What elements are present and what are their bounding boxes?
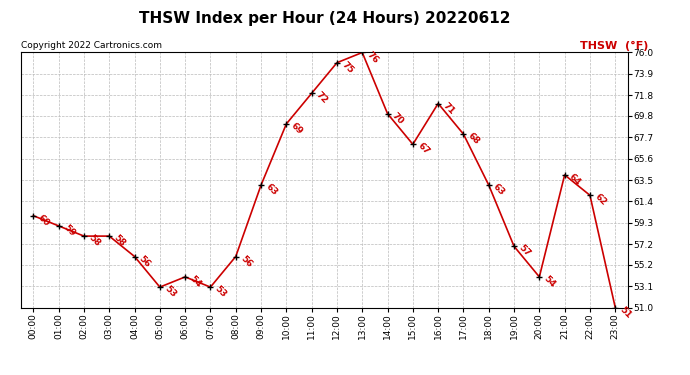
Text: 58: 58 [87,233,102,249]
Text: 57: 57 [517,243,532,259]
Text: 76: 76 [365,50,380,65]
Text: 69: 69 [289,121,304,136]
Text: THSW  (°F): THSW (°F) [580,41,648,51]
Text: 53: 53 [213,284,228,300]
Text: 75: 75 [339,60,355,75]
Text: 63: 63 [491,182,506,198]
Text: 54: 54 [188,274,204,290]
Text: 54: 54 [542,274,558,290]
Text: Copyright 2022 Cartronics.com: Copyright 2022 Cartronics.com [21,41,161,50]
Text: 58: 58 [112,233,127,249]
Text: 72: 72 [315,90,330,106]
Text: 70: 70 [391,111,406,126]
Text: 67: 67 [415,141,431,157]
Text: 59: 59 [61,223,77,238]
Text: 56: 56 [137,254,152,269]
Text: 62: 62 [593,192,608,208]
Text: 64: 64 [567,172,583,188]
Text: 51: 51 [618,305,633,320]
Text: 71: 71 [441,101,456,116]
Text: 56: 56 [239,254,254,269]
Text: 53: 53 [163,284,178,300]
Text: 60: 60 [36,213,51,228]
Text: THSW Index per Hour (24 Hours) 20220612: THSW Index per Hour (24 Hours) 20220612 [139,11,510,26]
Text: 68: 68 [466,131,482,147]
Text: 63: 63 [264,182,279,198]
